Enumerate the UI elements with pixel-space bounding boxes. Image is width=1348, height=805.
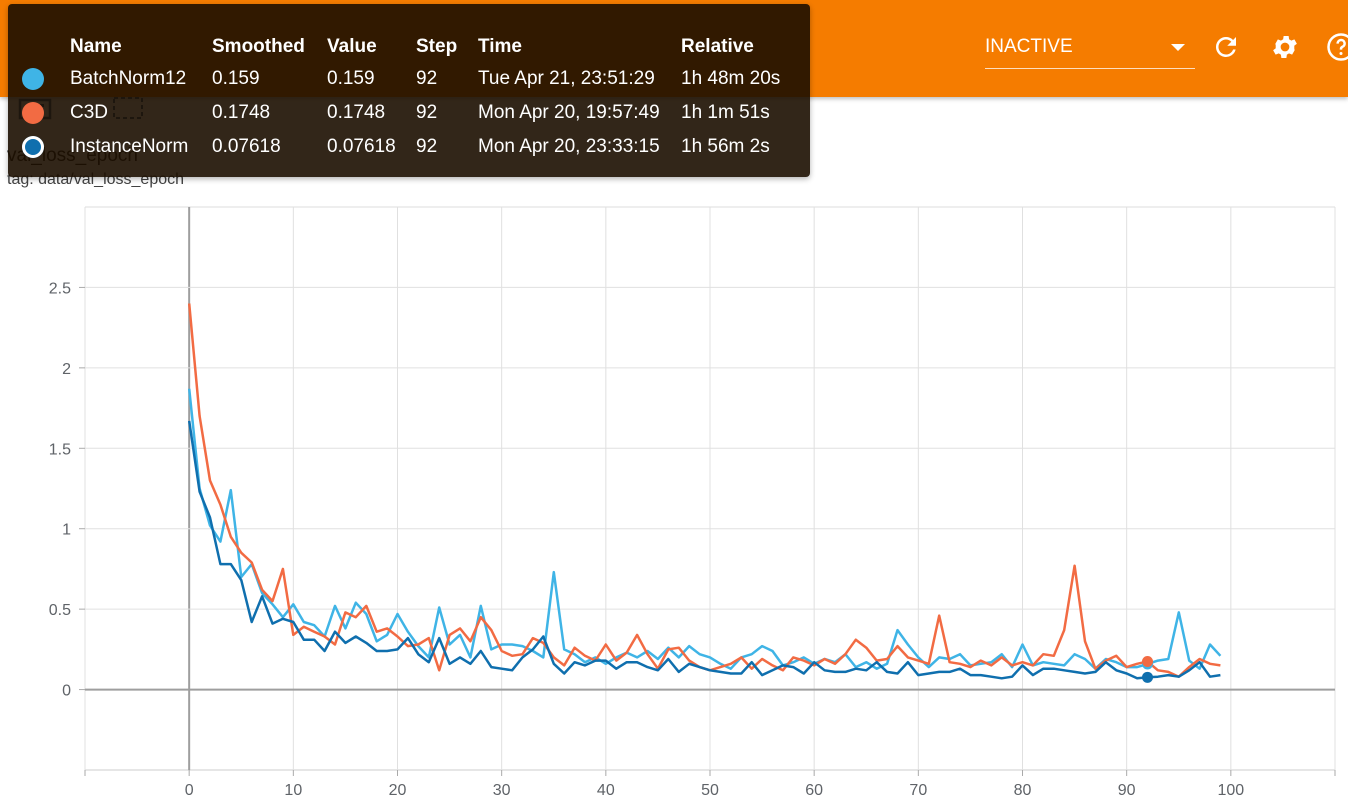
x-tick-label: 10 bbox=[284, 782, 302, 799]
tooltip-header-row: Name Smoothed Value Step Time Relative bbox=[14, 32, 799, 62]
tooltip-time: Tue Apr 21, 23:51:29 bbox=[478, 68, 655, 89]
y-tick-label: 1.5 bbox=[49, 441, 71, 458]
hover-tooltip: Name Smoothed Value Step Time Relative B… bbox=[8, 4, 810, 177]
chart-grid bbox=[84, 206, 1336, 771]
chart-axes bbox=[79, 286, 1336, 776]
tooltip-header-relative: Relative bbox=[681, 36, 754, 57]
tooltip-smoothed: 0.1748 bbox=[212, 102, 271, 123]
x-tick-label: 80 bbox=[1014, 782, 1032, 799]
tooltip-header-value: Value bbox=[327, 36, 377, 57]
tooltip-value: 0.1748 bbox=[327, 102, 386, 123]
x-tick-label: 0 bbox=[185, 782, 194, 799]
x-tick-label: 90 bbox=[1118, 782, 1136, 799]
tooltip-name: InstanceNorm bbox=[70, 136, 189, 157]
series-line-batchnorm12 bbox=[187, 388, 1222, 670]
tooltip-time: Mon Apr 20, 23:33:15 bbox=[478, 136, 660, 157]
run-selector[interactable]: INACTIVE bbox=[985, 30, 1195, 69]
x-tick-label: 70 bbox=[909, 782, 927, 799]
tooltip-header-step: Step bbox=[416, 36, 458, 57]
y-tick-label: 2 bbox=[62, 361, 71, 378]
chart-series bbox=[187, 303, 1222, 680]
tooltip-step: 92 bbox=[416, 136, 438, 157]
tooltip-relative: 1h 56m 2s bbox=[681, 136, 770, 157]
x-tick-label: 30 bbox=[493, 782, 511, 799]
x-tick-label: 100 bbox=[1217, 782, 1244, 799]
run-selector-value: INACTIVE bbox=[985, 36, 1073, 57]
tooltip-relative: 1h 48m 20s bbox=[681, 68, 781, 89]
tooltip-name: BatchNorm12 bbox=[70, 68, 187, 89]
series-swatch bbox=[22, 67, 44, 90]
chart-tick-labels: 0 10 20 30 40 50 60 70 80 90 100 0 0.5 1 1.5 2 2.5 bbox=[49, 280, 1245, 799]
tooltip-header-name: Name bbox=[70, 36, 122, 57]
tooltip-smoothed: 0.159 bbox=[212, 68, 260, 89]
series-line-instancenorm bbox=[187, 420, 1221, 680]
hover-marker-instancenorm bbox=[1142, 671, 1153, 683]
y-tick-label: 0.5 bbox=[49, 602, 71, 619]
y-tick-label: 2.5 bbox=[49, 280, 71, 297]
help-icon[interactable] bbox=[1326, 32, 1348, 62]
tooltip-step: 92 bbox=[416, 102, 438, 123]
tooltip-header-smoothed: Smoothed bbox=[212, 36, 305, 57]
hover-marker-c3d bbox=[1142, 655, 1153, 667]
x-tick-label: 20 bbox=[389, 782, 407, 799]
tooltip-table: Name Smoothed Value Step Time Relative B… bbox=[14, 32, 799, 164]
series-swatch bbox=[22, 135, 44, 158]
chevron-down-icon bbox=[1171, 44, 1185, 51]
refresh-icon[interactable] bbox=[1211, 32, 1241, 62]
tooltip-smoothed: 0.07618 bbox=[212, 136, 281, 157]
x-tick-label: 60 bbox=[805, 782, 823, 799]
y-tick-label: 1 bbox=[62, 522, 71, 539]
y-tick-label: 0 bbox=[62, 683, 71, 700]
x-tick-label: 40 bbox=[597, 782, 615, 799]
tooltip-value: 0.159 bbox=[327, 68, 375, 89]
tooltip-relative: 1h 1m 51s bbox=[681, 102, 770, 123]
series-line-c3d bbox=[187, 303, 1221, 678]
tooltip-row: C3D 0.1748 0.1748 92 Mon Apr 20, 19:57:4… bbox=[14, 96, 799, 130]
tooltip-header-time: Time bbox=[478, 36, 523, 57]
settings-icon[interactable] bbox=[1270, 32, 1300, 62]
series-swatch bbox=[22, 101, 44, 124]
line-chart[interactable]: 0 10 20 30 40 50 60 70 80 90 100 0 0.5 1 1.5 2 2.5 bbox=[0, 195, 1348, 805]
x-tick-label: 50 bbox=[701, 782, 719, 799]
tooltip-step: 92 bbox=[416, 68, 438, 89]
tooltip-name: C3D bbox=[70, 102, 109, 123]
tooltip-row: BatchNorm12 0.159 0.159 92 Tue Apr 21, 2… bbox=[14, 62, 799, 96]
chart-markers bbox=[1142, 655, 1153, 683]
tooltip-time: Mon Apr 20, 19:57:49 bbox=[478, 102, 660, 123]
tooltip-row: InstanceNorm 0.07618 0.07618 92 Mon Apr … bbox=[14, 130, 799, 164]
tooltip-value: 0.07618 bbox=[327, 136, 396, 157]
tooltip-header-swatch bbox=[14, 32, 70, 62]
